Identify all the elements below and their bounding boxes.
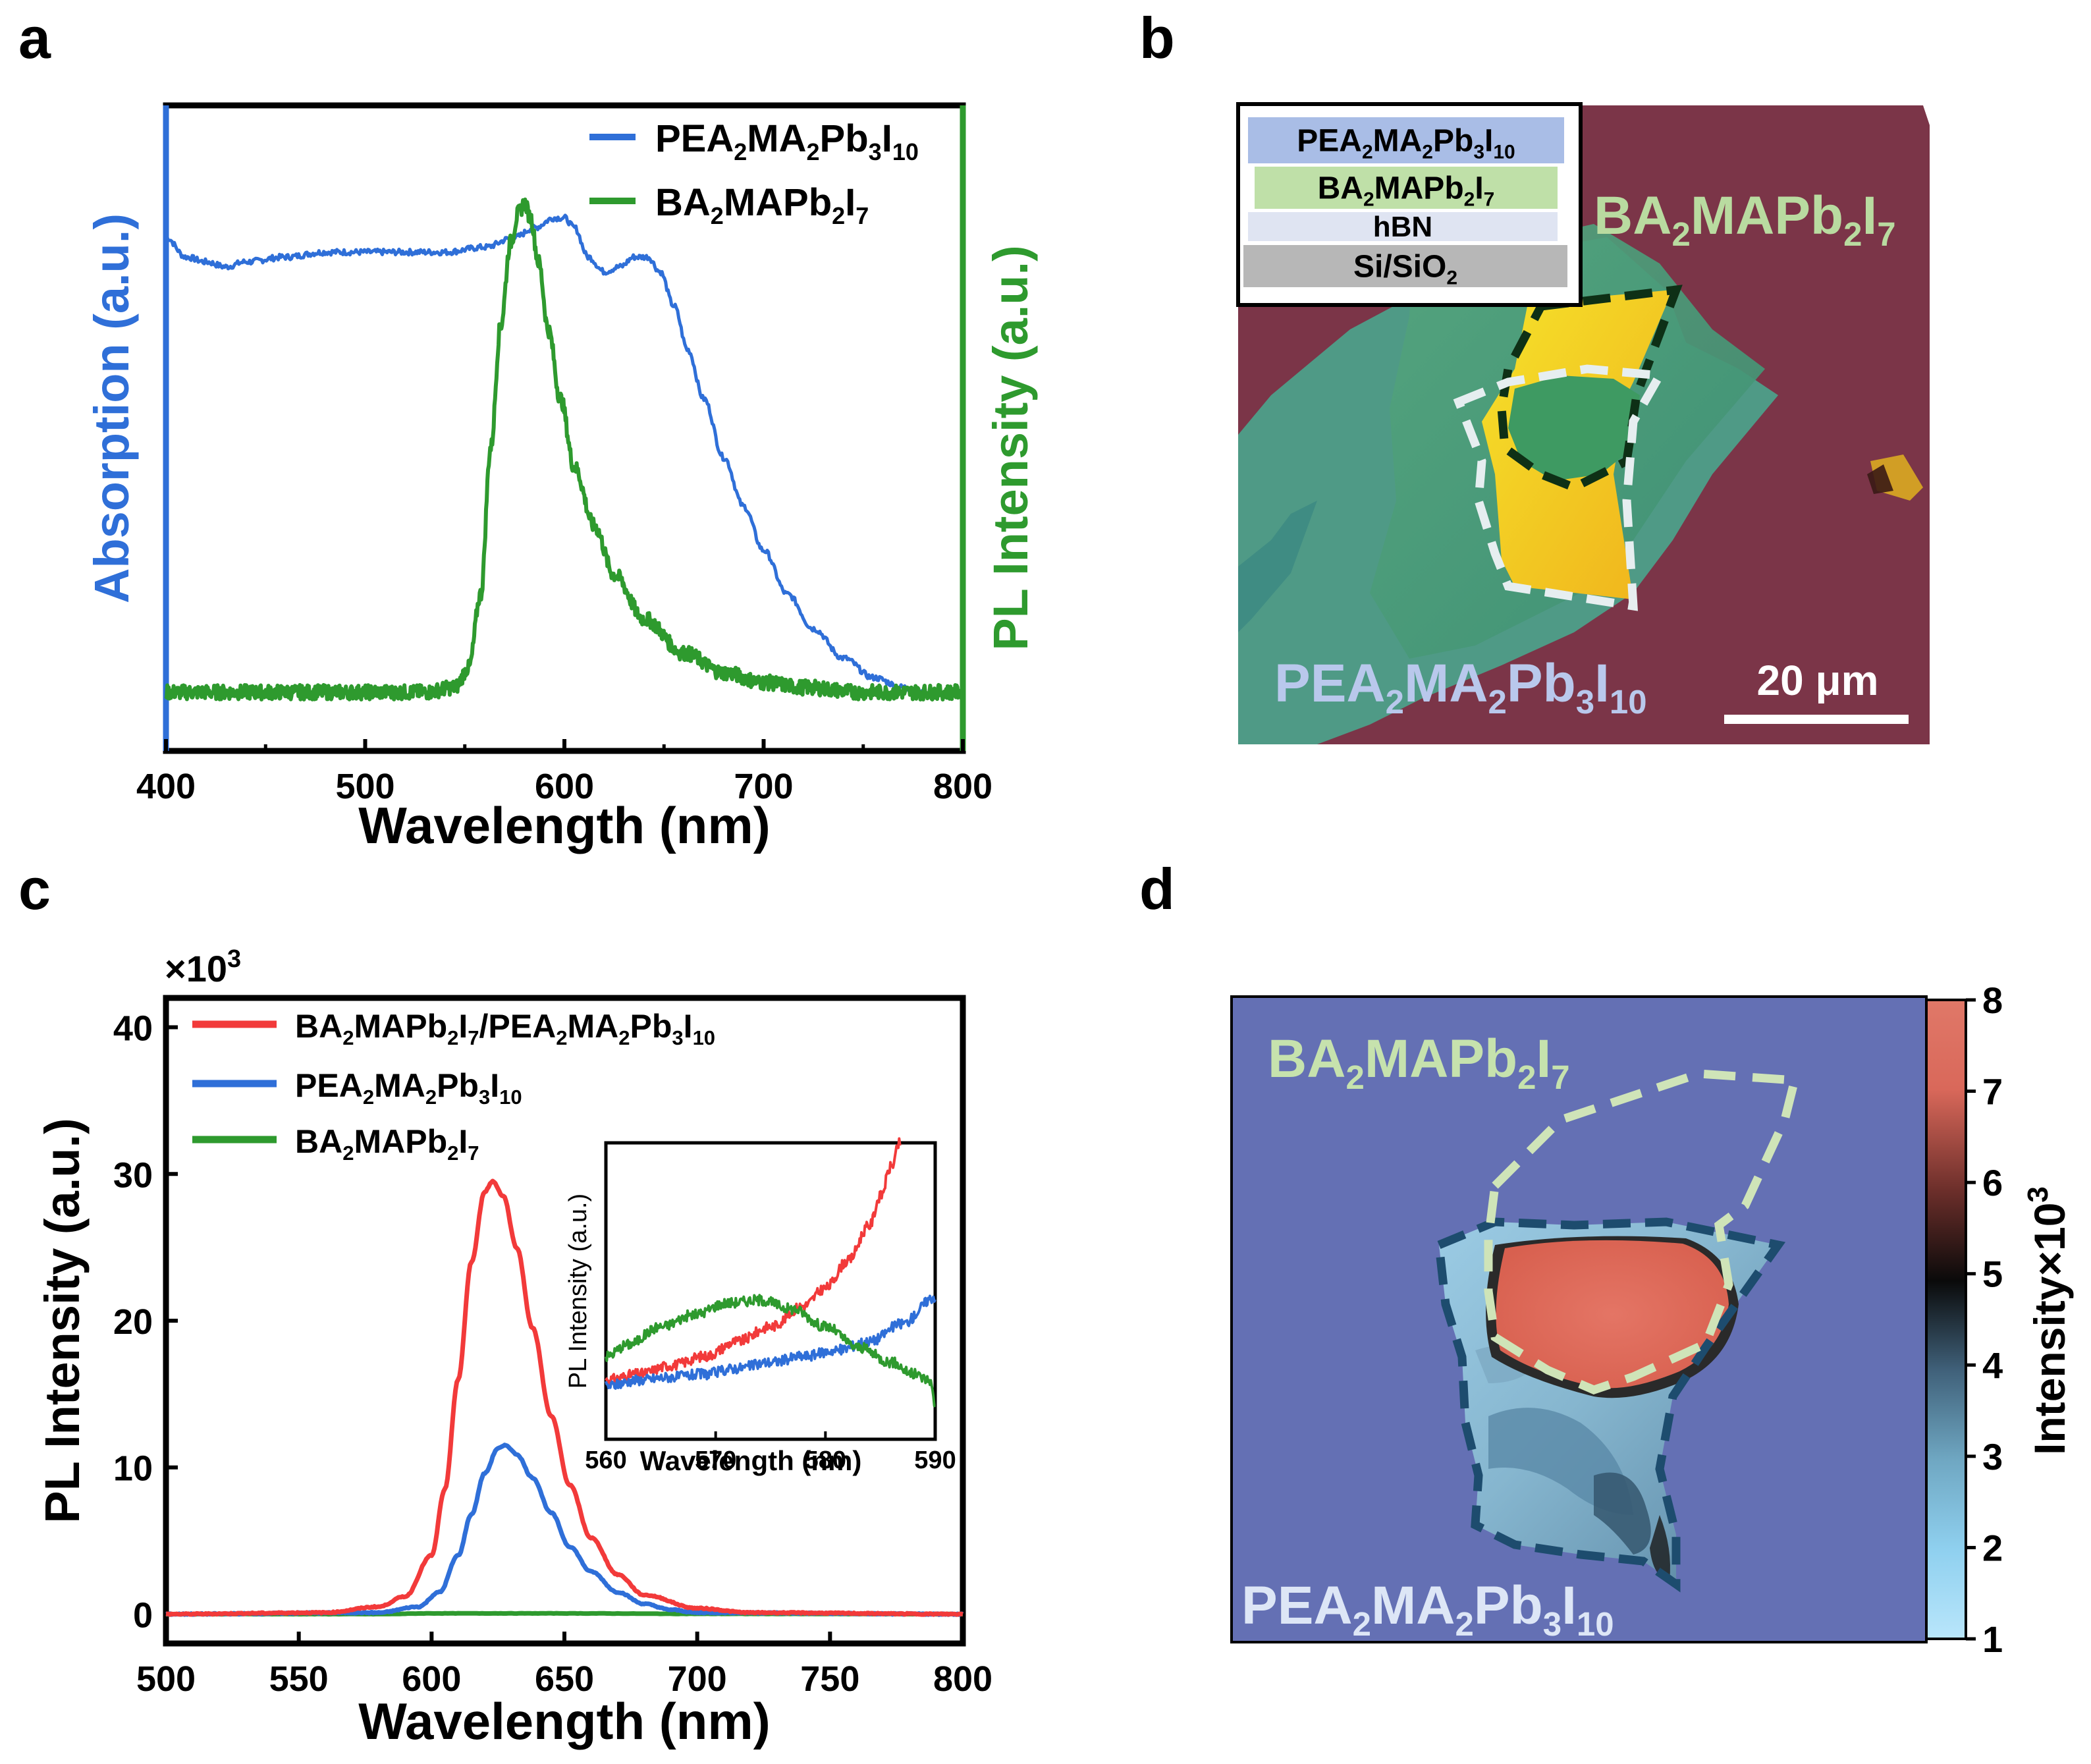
small-crystal-dark [1867, 464, 1893, 494]
inset-x-tick-label: 560 [585, 1447, 626, 1474]
stack-layer [1248, 117, 1564, 163]
pea-outline [1453, 364, 1667, 611]
stack-layer-label: PEA2MA2Pb3I10 [1297, 123, 1515, 163]
x-tick-label: 500 [335, 767, 394, 806]
colorbar-tick-label: 2 [1982, 1527, 2003, 1568]
scalebar-label: 20 μm [1756, 657, 1878, 704]
series-line [605, 1294, 937, 1390]
series-line [165, 213, 924, 696]
chart-c-multiplier: ×103 [165, 945, 241, 989]
series-line [165, 1178, 964, 1617]
chart-c: 500 550 600 650 700 750 800 0 10 20 30 40 ×103 Wave… [35, 945, 992, 1750]
legend-label: PEA2MA2Pb3I10 [295, 1067, 522, 1109]
x-tick-label: 400 [136, 767, 196, 806]
series-line [605, 1137, 902, 1387]
x-tick-label: 750 [800, 1659, 859, 1699]
chart-a-ylabel-left: Absorption (a.u.) [84, 213, 139, 603]
panel-label-c: c [18, 856, 51, 922]
colorbar-tick-label: 3 [1982, 1436, 2003, 1477]
x-tick-label: 500 [136, 1659, 196, 1699]
micrograph-label-ba: BA2MAPb2I7 [1594, 186, 1896, 253]
colorbar-tick-label: 7 [1982, 1071, 2003, 1113]
inset-xlabel: Wavelength (nm) [640, 1445, 862, 1476]
inset-ylabel: PL Intensity (a.u.) [564, 1194, 592, 1389]
colorbar [1925, 999, 1967, 1640]
panel-label-b: b [1139, 5, 1175, 70]
x-tick-label: 600 [402, 1659, 461, 1699]
colorbar-label: Intensity×103 [2022, 1186, 2074, 1455]
x-tick-label: 800 [933, 1659, 992, 1699]
map-ba-outline [1484, 1069, 1801, 1394]
stack-layer [1243, 245, 1567, 287]
y-tick-label: 0 [133, 1595, 153, 1635]
inset-x-tick-label: 580 [805, 1447, 846, 1474]
x-tick-label: 550 [269, 1659, 329, 1699]
chart-a: 400 500 600 700 800 Wavelength (nm) Absorpti… [84, 102, 1038, 854]
pea-flake-lower-edge [1238, 501, 1317, 632]
stack-layer-label: Si/SiO2 [1353, 249, 1457, 289]
map-red-core [1496, 1240, 1729, 1389]
legend-label: BA2MAPb2I7 [655, 181, 869, 229]
chart-c-xlabel: Wavelength (nm) [358, 1692, 770, 1750]
stack-layer-label: BA2MAPb2I7 [1318, 171, 1495, 210]
scalebar [1724, 715, 1909, 724]
panel-label-d: d [1139, 856, 1175, 922]
map-shading-3 [1650, 1515, 1670, 1581]
x-tick-label: 800 [933, 767, 992, 806]
chart-c-ylabel: PL Intensity (a.u.) [35, 1118, 90, 1523]
y-tick-label: 10 [113, 1449, 153, 1489]
y-tick-label: 20 [113, 1302, 153, 1342]
colorbar-tick-label: 4 [1982, 1344, 2003, 1386]
map-label-pea: PEA2MA2Pb3I10 [1241, 1576, 1614, 1643]
overlap-center [1508, 375, 1640, 481]
colorbar-tick-label: 6 [1982, 1162, 2003, 1203]
stack-layer [1255, 167, 1558, 209]
legend-label: BA2MAPb2I7 [295, 1123, 479, 1165]
y-tick-label: 30 [113, 1155, 153, 1195]
legend-label: BA2MAPb2I7/PEA2MA2Pb3I10 [295, 1008, 715, 1049]
map-label-ba: BA2MAPb2I7 [1268, 1029, 1570, 1096]
inset-x-tick-label: 570 [695, 1447, 736, 1474]
series-line [605, 1294, 936, 1408]
inset-x-tick-label: 590 [914, 1447, 956, 1474]
stack-layer [1248, 212, 1558, 241]
legend-label: PEA2MA2Pb3I10 [655, 117, 919, 165]
map-shading-2 [1594, 1472, 1651, 1555]
micrograph-label-pea: PEA2MA2Pb3I10 [1274, 653, 1647, 721]
panel-label-a: a [18, 5, 51, 70]
x-tick-label: 600 [535, 767, 594, 806]
stack-layer-label: hBN [1373, 211, 1432, 243]
colorbar-tick-label: 5 [1982, 1254, 2003, 1295]
map-pea-outline [1434, 1217, 1786, 1593]
y-tick-label: 40 [113, 1009, 153, 1049]
x-tick-label: 650 [535, 1659, 594, 1699]
x-tick-label: 700 [734, 767, 793, 806]
colorbar-tick-label: 8 [1982, 979, 2003, 1021]
chart-a-xlabel: Wavelength (nm) [358, 796, 770, 854]
colorbar-tick-label: 1 [1982, 1618, 2003, 1660]
x-tick-label: 700 [668, 1659, 727, 1699]
chart-a-ylabel-right: PL Intensity (a.u.) [983, 245, 1038, 650]
ba-outline [1497, 285, 1683, 493]
series-line [164, 197, 965, 702]
chart-d: BA2MAPb2I7 PEA2MA2Pb3I10 1 2 3 4 5 6 7 8 Intens… [1230, 979, 2074, 1660]
